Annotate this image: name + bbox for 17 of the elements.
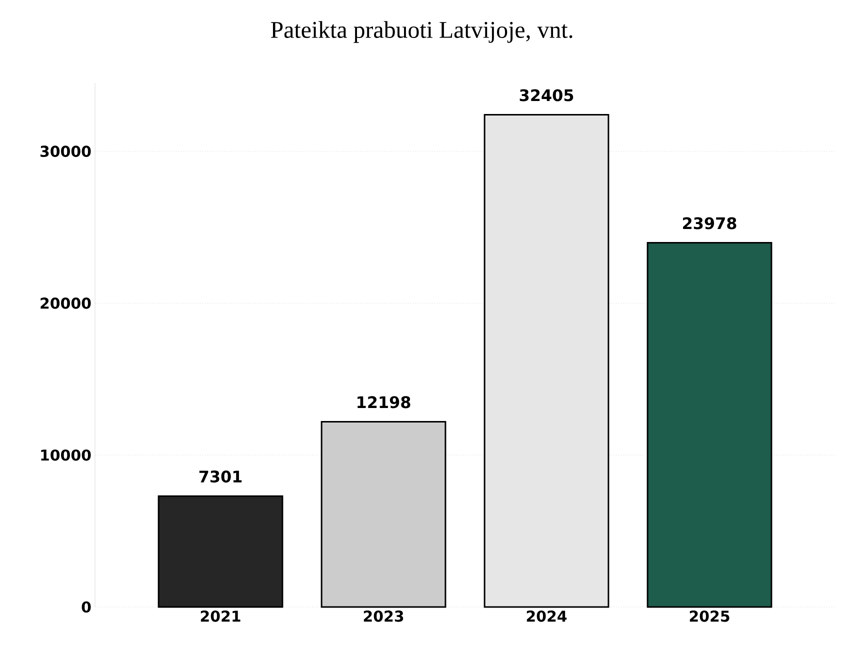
bar [646,242,772,608]
data-label: 32405 [520,89,574,102]
bar [158,495,284,608]
y-tick-label: 30000 [40,146,91,157]
chart-title: Pateikta prabuoti Latvijoje, vnt. [270,21,572,43]
x-tick-label: 2024 [526,610,567,622]
data-label: 12198 [358,396,410,408]
y-tick-label: 20000 [40,298,91,309]
y-tick-label: 10000 [41,449,91,461]
x-tick-label: 2021 [200,610,240,622]
x-tick-label: 2025 [690,610,730,622]
x-tick-label: 2023 [364,610,404,622]
data-label: 7301 [199,470,242,483]
bar [320,420,446,608]
bar [484,114,610,608]
data-label: 23978 [683,217,736,230]
y-tick-label: 0 [82,601,91,613]
